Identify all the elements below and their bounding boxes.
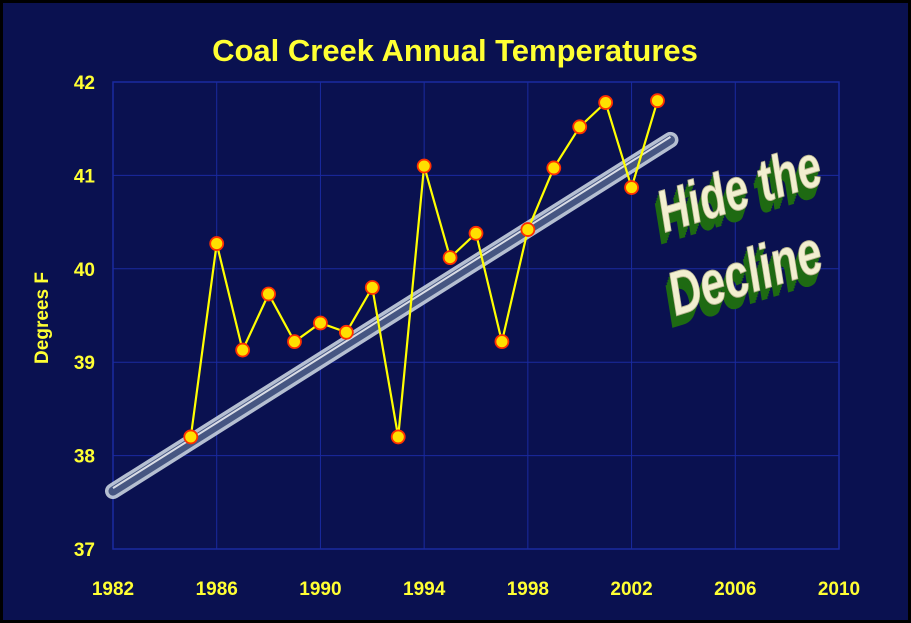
y-axis-tick-labels: 37 38 39 40 41 42	[74, 73, 96, 561]
y-tick-label: 40	[74, 260, 95, 281]
data-point	[598, 95, 614, 110]
trend-band-highlight	[112, 136, 671, 489]
data-point	[287, 334, 302, 350]
y-tick-label: 37	[74, 540, 95, 561]
data-point	[209, 236, 225, 251]
plot-border	[112, 81, 840, 550]
x-tick-label: 1986	[196, 579, 238, 600]
x-tick-label: 1994	[403, 579, 446, 600]
x-tick-label: 1990	[299, 579, 341, 600]
data-point	[650, 93, 665, 109]
data-point	[364, 280, 380, 295]
data-point	[416, 158, 432, 174]
data-points	[183, 93, 665, 445]
y-tick-label: 41	[74, 166, 96, 187]
y-tick-label: 42	[74, 73, 95, 94]
data-point	[624, 180, 639, 195]
data-point	[572, 119, 588, 135]
x-tick-label: 1982	[92, 579, 134, 600]
data-point	[313, 315, 328, 331]
data-point	[442, 250, 458, 265]
data-point	[546, 160, 562, 176]
x-axis-tick-labels: 1982 1986 1990 1994 1998 2002 2006 2010	[92, 579, 860, 600]
x-tick-label: 2002	[610, 579, 652, 600]
trend-band-inner	[108, 135, 675, 496]
y-tick-label: 38	[74, 447, 95, 468]
data-point	[468, 225, 484, 241]
data-point	[261, 286, 276, 302]
data-point	[520, 222, 536, 237]
trend-band	[105, 131, 679, 500]
x-tick-label: 2010	[818, 579, 860, 600]
data-point	[494, 334, 510, 350]
data-point	[183, 429, 199, 445]
x-tick-label: 1998	[507, 579, 549, 600]
data-point	[338, 324, 354, 340]
chart-canvas: Coal Creek Annual Temperatures 1982 1986 1…	[32, 33, 860, 600]
x-tick-label: 2006	[714, 579, 756, 600]
chart-title: Coal Creek Annual Temperatures	[212, 33, 698, 68]
data-point	[390, 429, 406, 445]
data-point	[235, 342, 251, 358]
y-axis-label: Degrees F	[32, 272, 53, 364]
y-tick-label: 39	[74, 353, 95, 374]
